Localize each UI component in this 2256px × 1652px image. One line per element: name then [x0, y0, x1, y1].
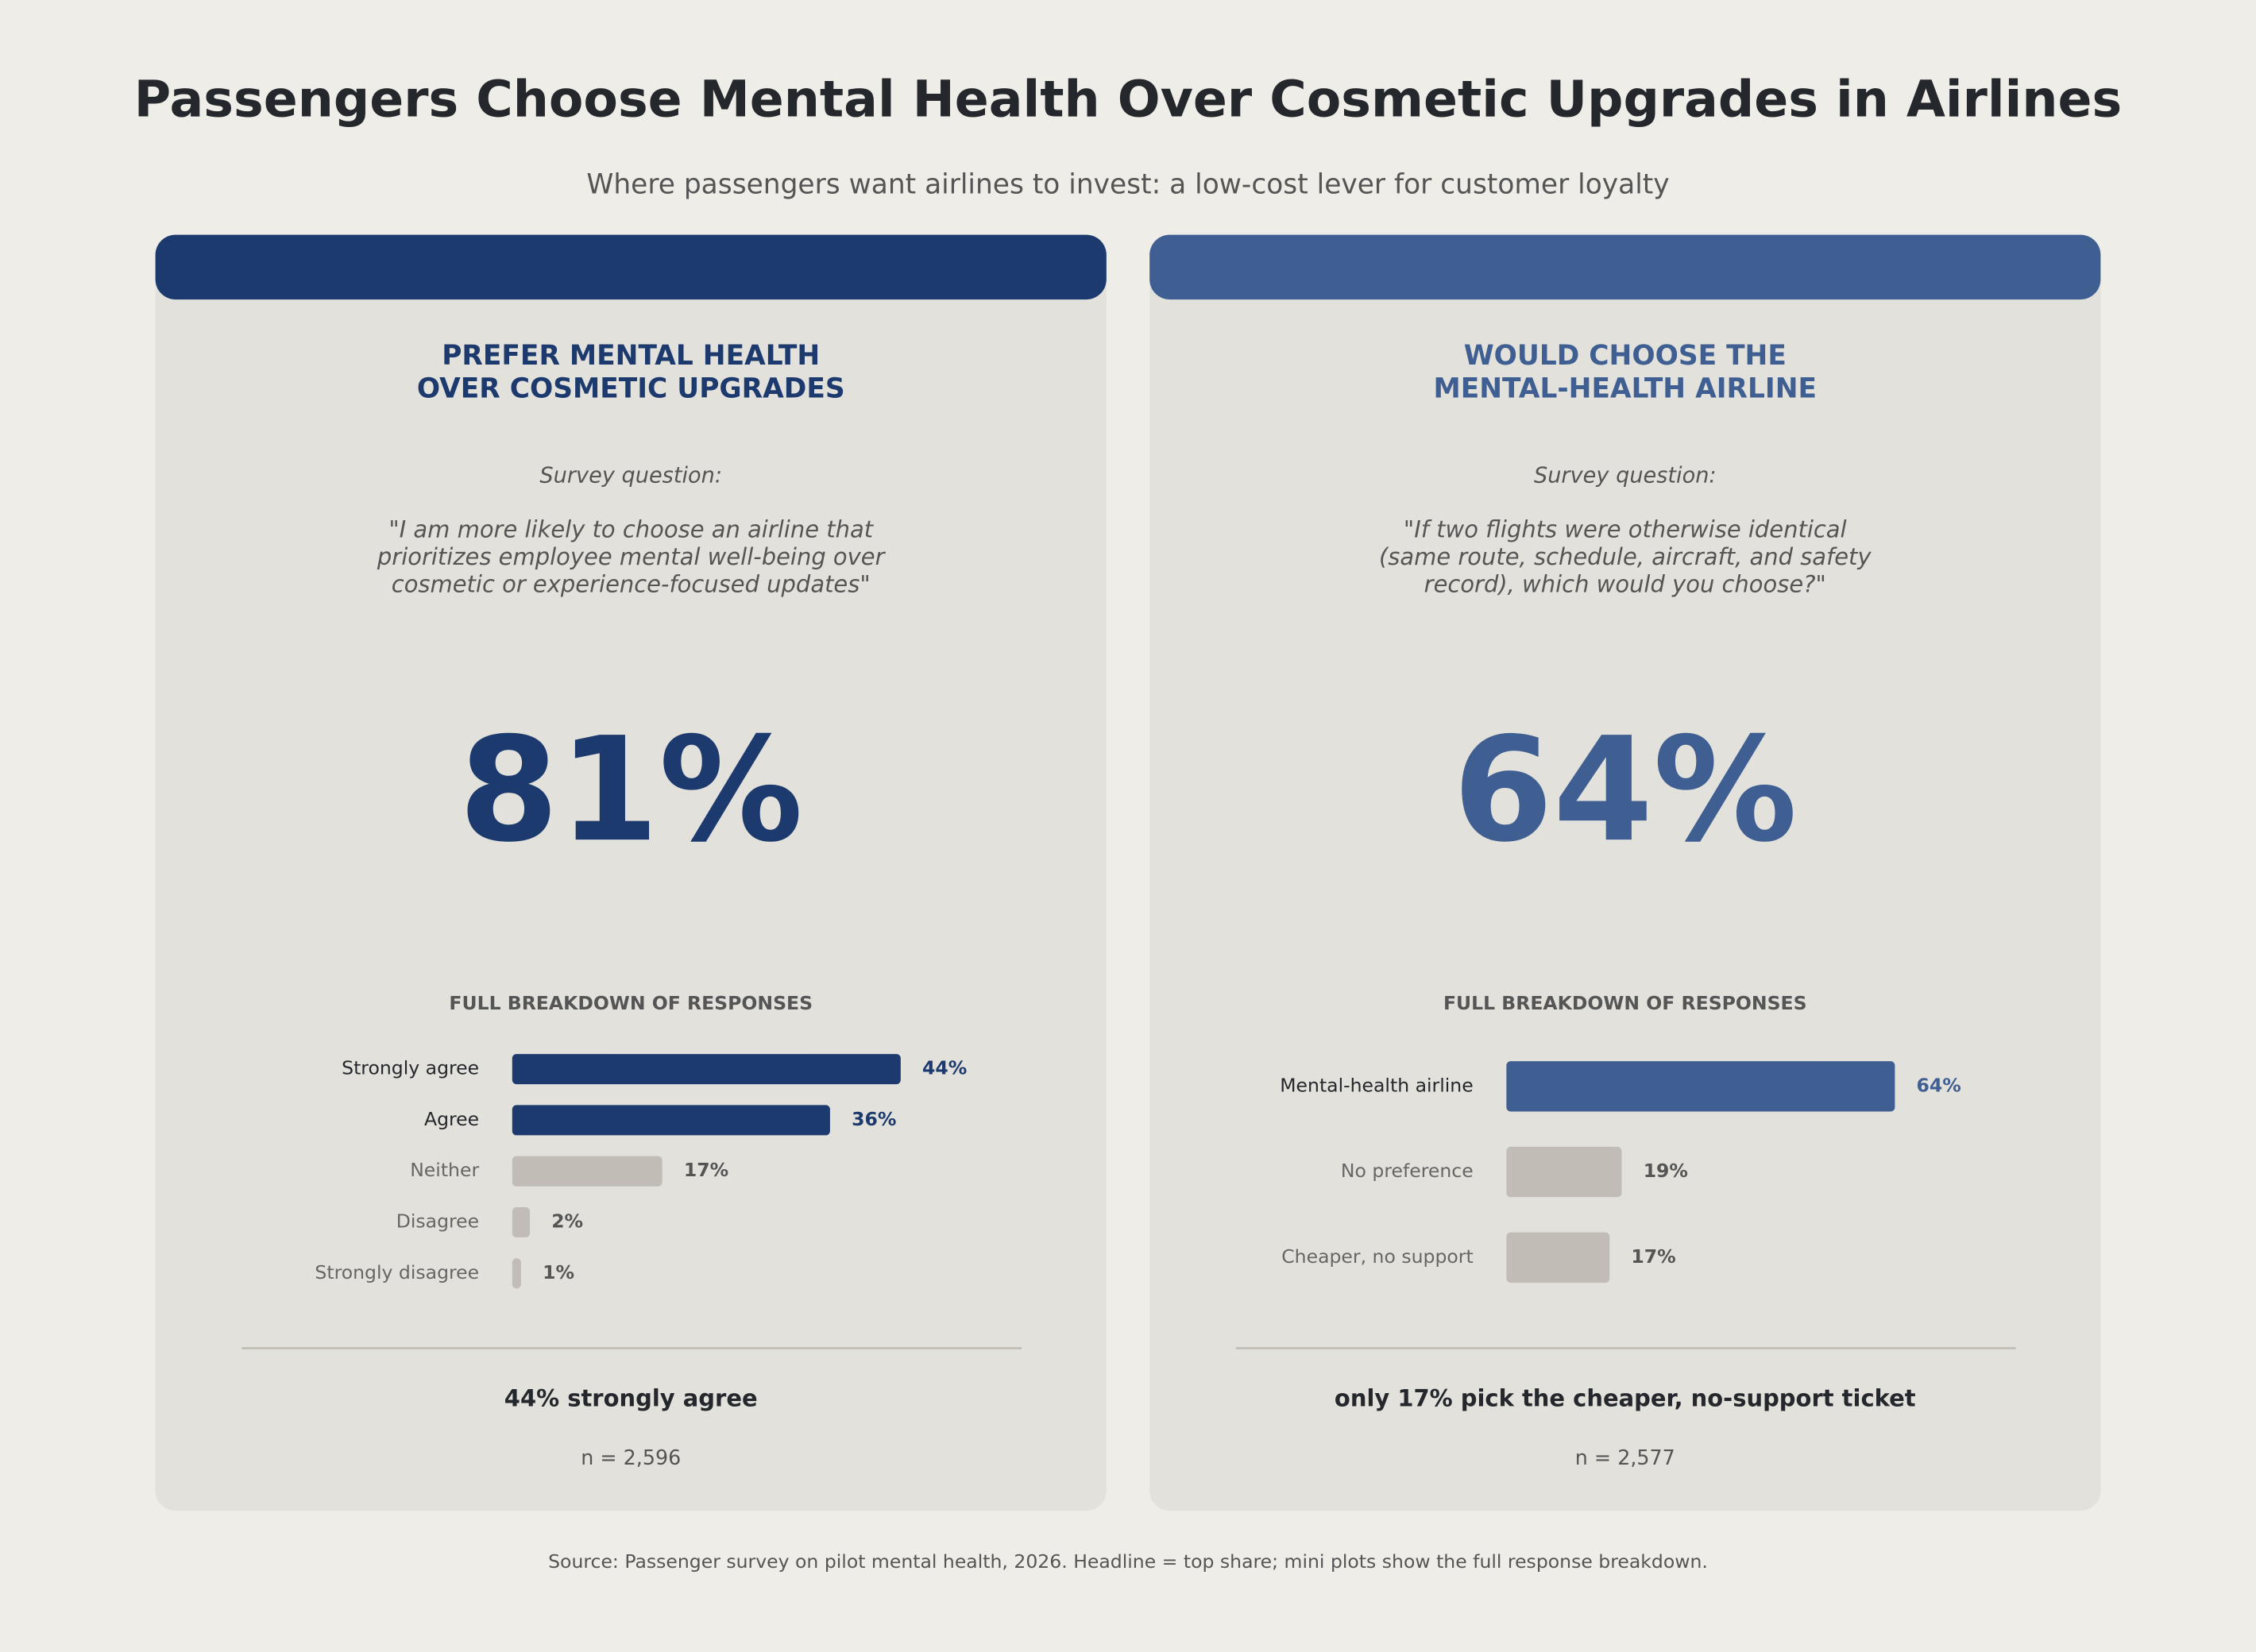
- title: Passengers Choose Mental Health Over Cos…: [134, 70, 2122, 129]
- sample-size: n = 2,596: [581, 1446, 681, 1469]
- survey-question: "If two flights were otherwise identical: [1404, 516, 1847, 543]
- panel-band: [1149, 234, 2101, 300]
- category-label: Strongly disagree: [315, 1261, 479, 1283]
- category-label: No preference: [1341, 1160, 1474, 1182]
- value-label: 19%: [1644, 1160, 1688, 1182]
- sample-size: n = 2,577: [1575, 1446, 1675, 1469]
- survey-question: "I am more likely to choose an airline t…: [388, 516, 874, 543]
- value-label: 64%: [1917, 1074, 1961, 1096]
- takeaway: only 17% pick the cheaper, no-support ti…: [1335, 1385, 1916, 1412]
- value-label: 2%: [551, 1210, 583, 1232]
- value-label: 36%: [852, 1108, 896, 1130]
- category-label: Cheaper, no support: [1281, 1245, 1473, 1268]
- survey-question: prioritizes employee mental well-being o…: [377, 543, 887, 570]
- value-label: 17%: [684, 1159, 728, 1181]
- panel-band: [155, 234, 1107, 300]
- bar: [512, 1054, 901, 1085]
- bar: [1506, 1146, 1622, 1198]
- survey-question: record), which would you choose?": [1424, 571, 1826, 598]
- bar: [512, 1105, 830, 1136]
- value-label: 17%: [1631, 1245, 1675, 1268]
- category-label: Strongly agree: [342, 1057, 479, 1079]
- bar: [512, 1258, 521, 1289]
- survey-label: Survey question:: [1534, 463, 1717, 488]
- chart-title: FULL BREAKDOWN OF RESPONSES: [1443, 992, 1807, 1014]
- survey-question: cosmetic or experience-focused updates": [392, 571, 871, 598]
- survey-question: (same route, schedule, aircraft, and saf…: [1379, 543, 1872, 570]
- panel-heading: MENTAL-HEALTH AIRLINE: [1434, 373, 1818, 405]
- headline: 64%: [1453, 706, 1798, 874]
- category-label: Agree: [424, 1108, 479, 1130]
- panel-heading: WOULD CHOOSE THE: [1464, 340, 1787, 372]
- bar: [1506, 1061, 1895, 1112]
- headline: 81%: [458, 706, 802, 874]
- panel: [155, 234, 1107, 1511]
- bar: [512, 1206, 531, 1238]
- source: Source: Passenger survey on pilot mental…: [548, 1550, 1708, 1573]
- panel-heading: PREFER MENTAL HEALTH: [442, 340, 820, 372]
- bar: [1506, 1232, 1610, 1283]
- value-label: 44%: [922, 1057, 967, 1079]
- panel-heading: OVER COSMETIC UPGRADES: [417, 373, 845, 405]
- bar: [512, 1156, 663, 1187]
- survey-label: Survey question:: [539, 463, 722, 488]
- chart-title: FULL BREAKDOWN OF RESPONSES: [449, 992, 813, 1014]
- category-label: Mental-health airline: [1280, 1074, 1473, 1096]
- subtitle: Where passengers want airlines to invest…: [586, 169, 1669, 201]
- value-label: 1%: [543, 1261, 574, 1283]
- category-label: Disagree: [396, 1210, 479, 1232]
- panel: [1149, 234, 2101, 1511]
- takeaway: 44% strongly agree: [504, 1385, 758, 1412]
- category-label: Neither: [410, 1159, 479, 1181]
